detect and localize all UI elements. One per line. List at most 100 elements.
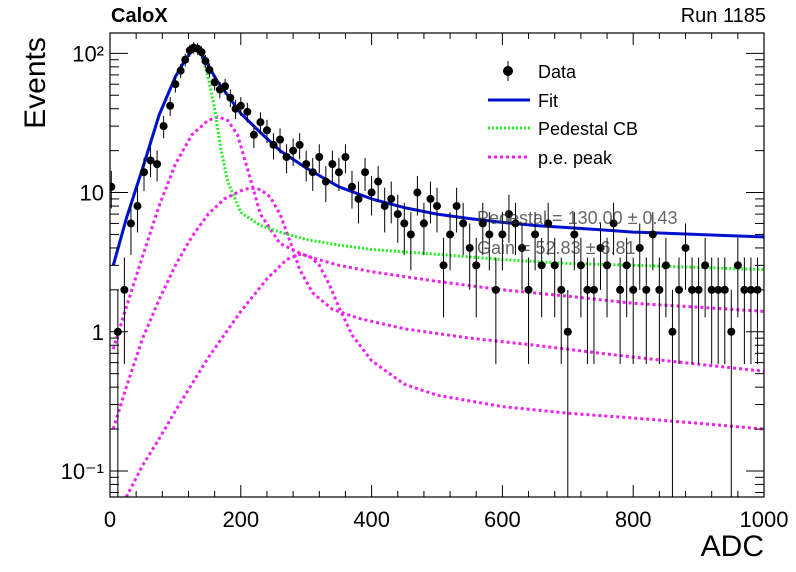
x-tick-label: 800 (615, 507, 652, 532)
data-point (648, 212, 657, 271)
data-point (714, 257, 723, 365)
data-marker (120, 285, 129, 294)
data-point (485, 212, 494, 271)
data-marker (153, 160, 162, 169)
data-marker (249, 130, 258, 139)
data-marker (661, 261, 670, 270)
data-marker (400, 219, 409, 228)
p-e-peak-1-curve (111, 115, 764, 350)
data-marker (694, 285, 703, 294)
data-marker (181, 55, 190, 64)
data-marker (707, 285, 716, 294)
data-marker (126, 219, 135, 228)
data-marker (478, 219, 487, 228)
y-tick-label: 10² (72, 41, 104, 66)
data-marker (609, 219, 618, 228)
data-marker (688, 285, 697, 294)
data-point (400, 202, 409, 256)
data-point (616, 257, 625, 365)
data-point (166, 97, 175, 116)
data-point (221, 78, 230, 95)
legend-entry: Fit (488, 91, 558, 111)
p-e-peak-2-curve (111, 186, 764, 430)
data-point (205, 63, 214, 78)
data-marker (374, 177, 383, 186)
data-marker (720, 285, 729, 294)
data-point (609, 202, 618, 256)
data-marker (544, 219, 553, 228)
data-point (537, 237, 546, 318)
legend-label: Data (538, 62, 577, 82)
data-point (406, 212, 415, 271)
data-point (387, 181, 396, 224)
legend-entry: Data (503, 61, 577, 82)
data-point (727, 289, 736, 497)
data-marker (596, 243, 605, 252)
data-point (589, 257, 598, 365)
data-point (701, 237, 710, 318)
data-point (720, 257, 729, 365)
data-marker (655, 285, 664, 294)
data-marker (387, 194, 396, 203)
data-marker (262, 126, 271, 135)
data-marker (674, 285, 683, 294)
data-marker (315, 153, 324, 162)
data-marker (205, 65, 214, 74)
data-marker (354, 194, 363, 203)
data-point (576, 237, 585, 318)
data-marker (321, 177, 330, 186)
data-point (380, 187, 389, 233)
data-marker (668, 327, 677, 336)
data-marker (295, 140, 304, 149)
data-marker (714, 285, 723, 294)
data-marker (557, 285, 566, 294)
data-marker (603, 261, 612, 270)
data-point (302, 150, 311, 182)
data-marker (289, 146, 298, 155)
data-marker (133, 202, 142, 211)
data-marker (733, 261, 742, 270)
data-point (413, 175, 422, 216)
data-point (315, 144, 324, 174)
data-point (153, 150, 162, 182)
data-point (171, 76, 180, 93)
data-point (140, 157, 149, 192)
y-tick-label: 10⁻¹ (61, 459, 104, 484)
data-point (120, 257, 129, 365)
x-axis-label: ADC (700, 530, 764, 563)
run-label: Run 1185 (680, 5, 766, 27)
data-marker (491, 285, 500, 294)
data-point (439, 237, 448, 318)
data-point (321, 166, 330, 203)
data-point (452, 187, 461, 233)
data-point (733, 237, 742, 318)
data-marker (629, 285, 638, 294)
data-marker (166, 101, 175, 110)
legend-data-marker (503, 66, 513, 76)
data-point (550, 237, 559, 318)
data-point (201, 54, 210, 68)
data-point (524, 257, 533, 365)
data-marker (727, 327, 736, 336)
data-point (446, 212, 455, 271)
data-marker (452, 202, 461, 211)
data-point (603, 237, 612, 318)
data-marker (446, 230, 455, 239)
data-marker (243, 107, 252, 116)
data-marker (511, 219, 520, 228)
data-marker (570, 230, 579, 239)
data-point (269, 133, 278, 160)
data-point (707, 257, 716, 365)
data-point (681, 223, 690, 290)
data-marker (537, 261, 546, 270)
data-marker (550, 261, 559, 270)
data-point (426, 181, 435, 224)
data-point (629, 257, 638, 365)
data-point (504, 194, 513, 243)
data-point (596, 223, 605, 290)
data-marker (472, 261, 481, 270)
data-point (674, 257, 683, 365)
data-marker (740, 285, 749, 294)
data-point (459, 202, 468, 256)
data-marker (622, 261, 631, 270)
